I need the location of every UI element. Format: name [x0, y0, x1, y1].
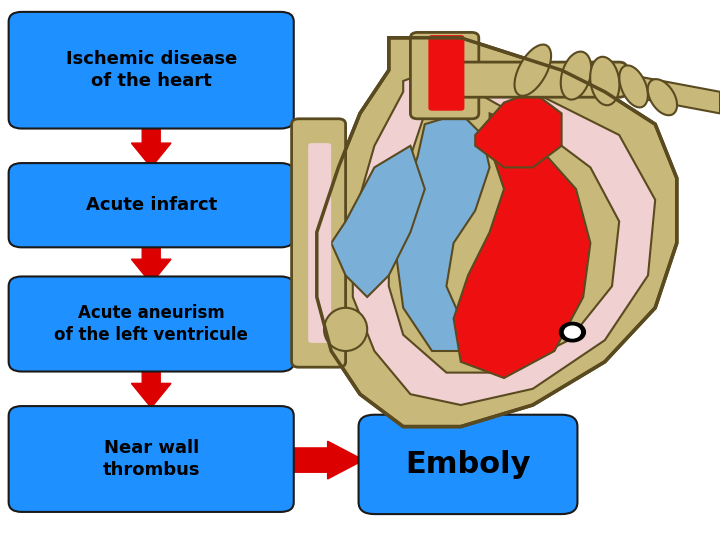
- FancyBboxPatch shape: [454, 62, 626, 97]
- Ellipse shape: [515, 45, 551, 96]
- Polygon shape: [331, 146, 425, 297]
- Text: Near wall
thrombus: Near wall thrombus: [102, 439, 200, 479]
- Polygon shape: [475, 92, 562, 167]
- Ellipse shape: [619, 65, 648, 107]
- Circle shape: [559, 322, 585, 342]
- FancyBboxPatch shape: [9, 12, 294, 129]
- FancyBboxPatch shape: [410, 32, 479, 119]
- Polygon shape: [353, 59, 655, 405]
- Polygon shape: [132, 240, 171, 284]
- Polygon shape: [396, 113, 490, 351]
- Polygon shape: [132, 122, 171, 167]
- Ellipse shape: [324, 308, 367, 351]
- FancyBboxPatch shape: [308, 143, 331, 343]
- Text: Emboly: Emboly: [405, 450, 531, 479]
- FancyBboxPatch shape: [428, 35, 464, 111]
- FancyBboxPatch shape: [292, 119, 346, 367]
- Text: Acute aneurism
of the left ventricule: Acute aneurism of the left ventricule: [54, 304, 248, 344]
- FancyBboxPatch shape: [9, 406, 294, 512]
- Ellipse shape: [648, 79, 677, 115]
- Polygon shape: [317, 38, 677, 427]
- FancyBboxPatch shape: [359, 415, 577, 514]
- Ellipse shape: [561, 52, 591, 99]
- Ellipse shape: [590, 57, 619, 105]
- FancyBboxPatch shape: [9, 276, 294, 372]
- Polygon shape: [284, 441, 364, 479]
- Text: Acute infarct: Acute infarct: [86, 196, 217, 214]
- Polygon shape: [605, 70, 720, 113]
- Polygon shape: [132, 363, 171, 408]
- Circle shape: [564, 326, 580, 338]
- Polygon shape: [454, 113, 590, 378]
- FancyBboxPatch shape: [9, 163, 294, 247]
- Polygon shape: [389, 92, 619, 373]
- Text: Ischemic disease
of the heart: Ischemic disease of the heart: [66, 50, 237, 90]
